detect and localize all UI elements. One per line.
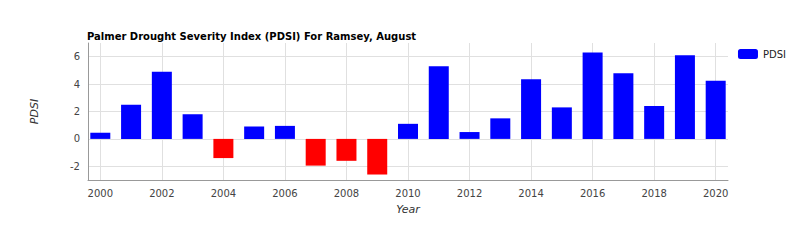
svg-text:PDSI: PDSI — [763, 49, 786, 60]
svg-text:-2: -2 — [70, 161, 80, 172]
svg-text:2018: 2018 — [641, 188, 666, 199]
svg-text:2008: 2008 — [334, 188, 359, 199]
svg-text:4: 4 — [74, 79, 80, 90]
svg-text:6: 6 — [74, 51, 80, 62]
svg-text:2004: 2004 — [211, 188, 236, 199]
svg-text:2016: 2016 — [580, 188, 605, 199]
svg-text:2000: 2000 — [88, 188, 113, 199]
svg-text:Year: Year — [396, 203, 421, 216]
svg-text:2014: 2014 — [518, 188, 543, 199]
svg-text:2: 2 — [74, 106, 80, 117]
svg-text:0: 0 — [74, 133, 80, 144]
svg-text:2020: 2020 — [703, 188, 728, 199]
svg-text:2010: 2010 — [395, 188, 420, 199]
svg-text:Palmer Drought Severity Index: Palmer Drought Severity Index (PDSI) For… — [87, 31, 416, 42]
svg-text:2002: 2002 — [149, 188, 174, 199]
svg-text:PDSI: PDSI — [28, 99, 41, 124]
svg-text:2012: 2012 — [457, 188, 482, 199]
svg-text:2006: 2006 — [272, 188, 297, 199]
